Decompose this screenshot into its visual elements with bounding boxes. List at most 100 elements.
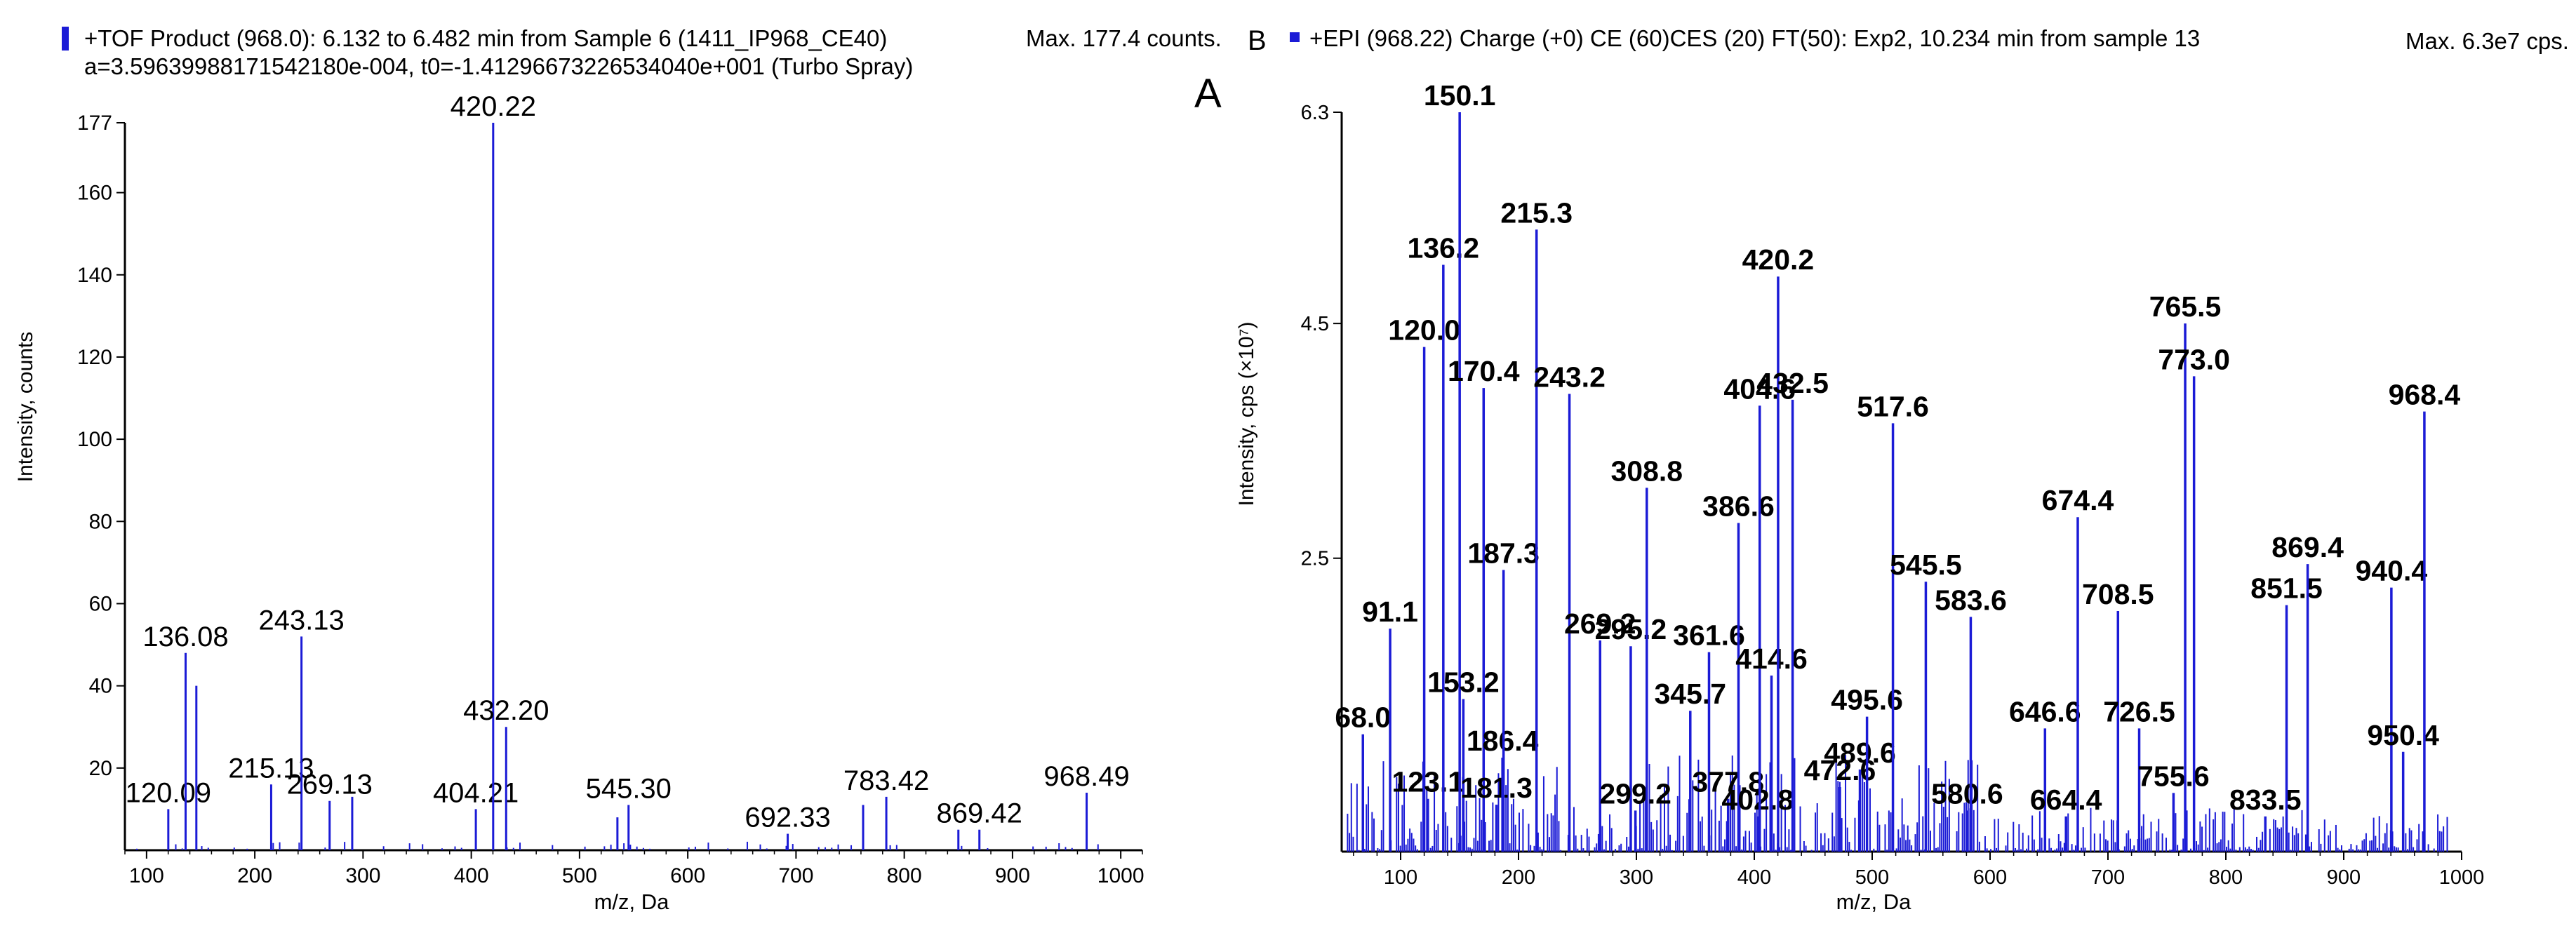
peak-label: 243.13 [258,605,344,636]
y-tick-label: 160 [77,182,112,205]
panel-a-chart: Intensity, counts m/z, Da 100 200 300 400 50… [14,91,1144,914]
panel-b-header-line1: +EPI (968.22) Charge (+0) CE (60)CES (20… [1309,25,2201,51]
panel-a-header-line2: a=3.59639988171542180e-004, t0=-1.412966… [84,53,914,79]
x-tick-label: 400 [454,864,489,887]
x-tick-label: 100 [129,864,164,887]
peak-label: 517.6 [1857,390,1929,422]
x-tick-label: 800 [887,864,922,887]
peak-label: 489.6 [1824,737,1896,769]
peak-label: 404.21 [433,777,519,808]
peak-label: 545.30 [586,774,672,805]
y-tick-label: 2.5 [1301,548,1329,570]
x-tick-label: 1000 [1097,864,1144,887]
y-tick-label: 40 [89,675,112,698]
peak-label: 308.8 [1610,455,1683,487]
x-tick-label: 900 [2327,866,2361,889]
panel-b-chart: Intensity, cps (×10⁷) m/z, Da 100 200 300 4… [1235,79,2484,914]
panel-b-x-axis-label: m/z, Da [1836,890,1912,914]
panel-a-max-text: Max. 177.4 counts. [1026,25,1222,51]
y-tick-label: 4.5 [1301,313,1329,335]
peak-label: 646.6 [2009,695,2081,727]
peak-label: 181.3 [1460,772,1533,804]
panel-a-label: A [1194,71,1222,116]
peak-label: 295.2 [1595,613,1667,645]
x-tick-label: 700 [778,864,813,887]
peak-label: 432.5 [1756,367,1829,399]
peak-label: 869.42 [937,798,1022,829]
peak-label: 851.5 [2250,572,2323,605]
peak-label: 472.6 [1804,754,1876,786]
peak-label: 377.8 [1692,766,1764,798]
peak-label: 664.4 [2030,784,2102,816]
peak-label: 299.2 [1599,777,1671,810]
peak-label: 345.7 [1654,678,1726,710]
x-tick-label: 900 [995,864,1030,887]
peak-label: 495.6 [1831,684,1903,716]
peak-label: 580.6 [1931,777,2003,810]
panel-a-y-axis-label: Intensity, counts [14,332,37,483]
peak-label: 783.42 [843,765,929,796]
y-tick-label: 80 [89,510,112,533]
panel-b-label: B [1248,25,1267,56]
x-tick-label: 200 [1502,866,1535,889]
panel-a-legend-marker [62,27,69,51]
x-tick-label: 100 [1384,866,1417,889]
x-tick-label: 600 [670,864,705,887]
peak-label: 150.1 [1424,79,1496,112]
x-tick-label: 400 [1737,866,1771,889]
peak-label: 136.2 [1408,231,1480,264]
y-tick-label: 60 [89,592,112,615]
y-tick-label: 100 [77,428,112,451]
peak-label: 120.0 [1388,314,1460,347]
peak-label: 215.3 [1500,196,1573,229]
peak-label: 968.49 [1043,761,1129,792]
panel-a-header-line1: +TOF Product (968.0): 6.132 to 6.482 min… [84,25,888,51]
peak-label: 269.2 [1564,608,1636,640]
peak-label: 583.6 [1935,584,2007,616]
y-tick-label: 177 [77,112,112,135]
peak-label: 545.5 [1890,549,1962,581]
peak-label: 91.1 [1362,596,1418,628]
peak-label: 968.4 [2389,379,2461,411]
peak-label: 414.6 [1735,643,1808,675]
peak-label: 940.4 [2356,555,2428,587]
x-tick-label: 600 [1973,866,2007,889]
y-tick-label: 20 [89,757,112,780]
peak-label: 402.8 [1721,784,1794,816]
peak-label: 420.2 [1742,243,1815,276]
peak-label: 153.2 [1427,666,1500,699]
peak-label: 773.0 [2158,343,2230,375]
y-tick-label: 6.3 [1301,102,1329,124]
panel-b-legend-marker [1290,32,1300,42]
panel-a-x-axis-label: m/z, Da [594,890,670,914]
peak-label: 170.4 [1448,355,1520,387]
y-tick-label: 120 [77,346,112,369]
peak-label: 869.4 [2271,531,2344,563]
x-tick-label: 500 [1855,866,1889,889]
peak-label: 136.08 [142,622,228,652]
x-tick-label: 300 [1620,866,1653,889]
peak-label: 674.4 [2042,484,2114,516]
y-tick-label: 140 [77,264,112,287]
peak-label: 692.33 [745,803,830,833]
peak-label: 123.1 [1392,766,1464,798]
peak-label: 187.3 [1467,537,1540,569]
peak-label: 420.22 [451,91,536,122]
peak-label: 243.2 [1533,361,1606,394]
peak-label: 404.6 [1723,372,1796,405]
panel-b-y-axis-label: Intensity, cps (×10⁷) [1235,322,1258,506]
peak-label: 950.4 [2367,719,2439,751]
peak-label: 361.6 [1673,619,1745,652]
x-tick-label: 300 [345,864,380,887]
peak-label: 726.5 [2103,695,2175,727]
peak-label: 68.0 [1335,702,1391,734]
peak-label: 755.6 [2137,760,2210,792]
peak-label: 215.13 [228,753,314,784]
peak-label: 432.20 [463,695,549,726]
peak-label: 765.5 [2149,290,2222,323]
peak-label: 386.6 [1702,490,1775,523]
panel-b-max-text: Max. 6.3e7 cps. [2405,28,2569,54]
peak-label: 120.09 [126,777,211,808]
x-tick-label: 1000 [2439,866,2485,889]
